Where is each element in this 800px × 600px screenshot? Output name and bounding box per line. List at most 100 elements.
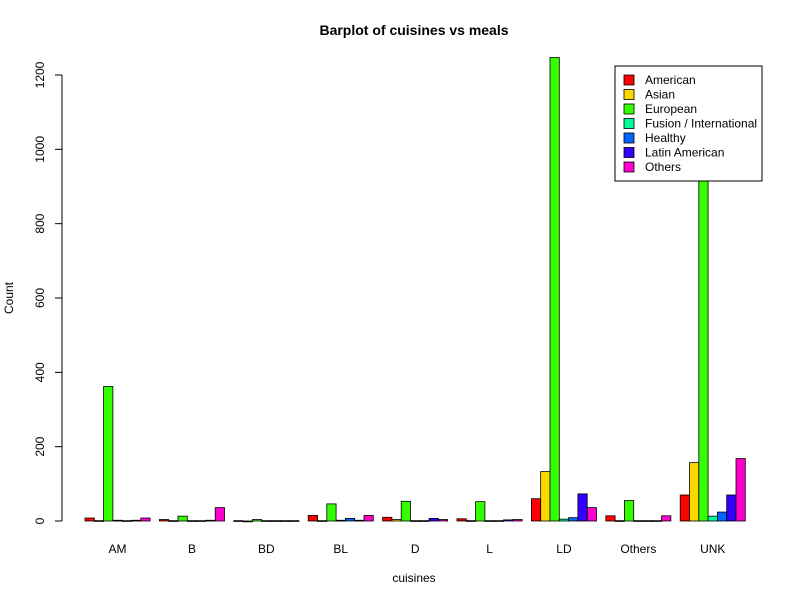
bar	[540, 471, 551, 522]
bar	[168, 520, 179, 522]
legend-swatch	[623, 161, 635, 173]
bar	[624, 500, 635, 522]
bar	[419, 520, 430, 522]
bar	[196, 520, 207, 522]
bar	[214, 507, 225, 522]
x-tick-label: D	[411, 542, 420, 556]
bar	[503, 519, 514, 522]
bar	[382, 516, 393, 522]
bar	[614, 520, 625, 522]
y-tick-label: 0	[33, 517, 47, 524]
x-tick-labels: AM B BD BL D L LD Others UNK	[109, 542, 726, 556]
bar	[484, 520, 495, 522]
bar	[177, 515, 188, 522]
legend-label: Others	[645, 160, 681, 174]
y-tick-label: 1000	[33, 136, 47, 163]
bar	[186, 520, 198, 522]
legend-swatch	[623, 74, 635, 86]
bar	[633, 520, 644, 522]
bar	[586, 507, 597, 522]
bar	[391, 519, 402, 522]
bar	[605, 515, 616, 522]
bar	[326, 503, 337, 522]
bar	[689, 462, 700, 522]
bar	[279, 520, 290, 522]
legend-label: Latin American	[645, 146, 724, 160]
chart-title: Barplot of cuisines vs meals	[319, 22, 508, 38]
bar	[289, 520, 300, 522]
legend-swatch	[623, 118, 635, 129]
bar	[158, 519, 170, 522]
bars-group	[84, 57, 746, 523]
legend-label: European	[645, 102, 697, 116]
bar	[642, 520, 653, 522]
x-tick-label: LD	[556, 542, 572, 556]
bar	[428, 517, 439, 522]
bar	[103, 386, 114, 522]
legend-swatch	[623, 132, 635, 144]
bar	[242, 520, 253, 523]
bar	[437, 519, 449, 522]
y-tick-label: 200	[33, 436, 47, 456]
y-axis: 0 200 400 600 800 1000 1200	[33, 61, 63, 524]
bar	[233, 520, 244, 522]
bar	[354, 519, 365, 522]
x-tick-label: L	[486, 542, 493, 556]
x-tick-label: AM	[109, 542, 127, 556]
bar	[707, 515, 718, 522]
y-tick-label: 800	[33, 213, 47, 233]
bar	[112, 519, 123, 522]
bar	[726, 494, 737, 522]
bar	[549, 57, 560, 522]
bar	[270, 520, 281, 522]
bar	[531, 498, 542, 522]
bar	[400, 500, 411, 522]
x-axis-label: cuisines	[392, 571, 435, 585]
bar	[307, 515, 318, 522]
x-tick-label: Others	[620, 542, 656, 556]
bar	[679, 494, 690, 522]
bar	[493, 520, 504, 522]
bar	[661, 515, 672, 522]
legend-label: Healthy	[645, 131, 686, 145]
x-tick-label: UNK	[700, 542, 725, 556]
legend-label: Asian	[645, 88, 675, 102]
bar	[651, 520, 662, 522]
y-tick-label: 1200	[33, 61, 47, 88]
bar	[558, 518, 569, 522]
bar	[456, 518, 467, 522]
x-tick-label: BL	[333, 542, 348, 556]
bar	[317, 520, 328, 522]
bar	[475, 501, 486, 522]
bar	[261, 520, 272, 522]
x-tick-label: BD	[258, 542, 275, 556]
bar	[717, 511, 728, 522]
bar	[568, 517, 579, 522]
legend-swatch	[623, 103, 635, 115]
legend-swatch	[623, 147, 635, 158]
bar	[251, 519, 263, 522]
bar	[344, 517, 356, 522]
legend-swatch	[623, 89, 635, 100]
bar	[512, 519, 523, 522]
legend-label: Fusion / International	[645, 117, 757, 131]
bar	[121, 520, 132, 522]
bar	[577, 493, 588, 522]
legend-box	[614, 65, 763, 182]
legend-label: American	[645, 73, 696, 87]
bar	[84, 517, 95, 522]
bar	[465, 520, 476, 522]
bar	[363, 515, 374, 522]
bar	[131, 519, 142, 522]
bar	[410, 520, 421, 522]
y-axis-label: Count	[2, 281, 16, 314]
bar	[93, 520, 105, 522]
bar	[335, 519, 346, 522]
y-tick-label: 400	[33, 362, 47, 382]
bar	[735, 458, 746, 522]
y-tick-label: 600	[33, 288, 47, 308]
bar	[205, 519, 216, 522]
